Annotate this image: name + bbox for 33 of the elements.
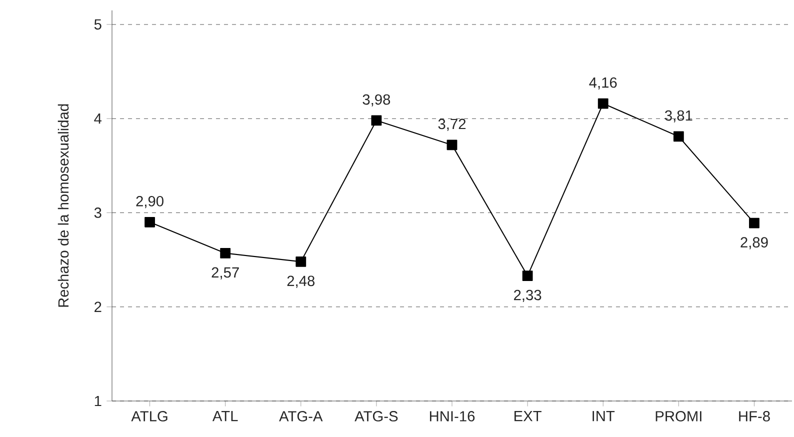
data-label: 2,90 xyxy=(136,196,164,208)
data-label: 2,48 xyxy=(287,276,315,288)
point xyxy=(144,216,155,228)
point xyxy=(446,140,458,150)
y-tick-label: 5 xyxy=(94,19,102,30)
data-label: 3,72 xyxy=(438,118,466,131)
data-label: 2,89 xyxy=(740,237,768,250)
x-tick-label: INT xyxy=(592,411,615,422)
point xyxy=(522,270,533,281)
x-tick-label: HNI-16 xyxy=(430,411,475,422)
data-label: 4,16 xyxy=(589,77,617,90)
x-tick-label: PROMI xyxy=(656,411,702,422)
x-tick-label: ATL xyxy=(212,411,238,422)
y-axis-title: Rechazo de la homosexualidad xyxy=(58,104,69,307)
y-tick-label: 1 xyxy=(94,396,102,406)
point xyxy=(371,115,382,126)
x-tick-label: EXT xyxy=(514,411,542,422)
point xyxy=(749,218,760,228)
data-label: 3,81 xyxy=(664,110,692,122)
point xyxy=(598,98,608,109)
y-tick-label: 3 xyxy=(94,208,102,218)
data-label: 2,33 xyxy=(514,290,542,302)
x-tick-label: ATG-S xyxy=(354,411,398,422)
x-tick-label: ATLG xyxy=(131,411,168,422)
data-label: 2,57 xyxy=(212,267,239,280)
point xyxy=(220,248,231,258)
y-tick-label: 2 xyxy=(94,302,102,312)
point xyxy=(296,256,306,267)
x-tick-label: ATG-A xyxy=(279,411,323,422)
y-tick-label: 4 xyxy=(94,114,102,124)
point xyxy=(673,131,684,142)
x-tick-label: HF-8 xyxy=(739,411,770,422)
data-label: 3,98 xyxy=(362,94,390,106)
